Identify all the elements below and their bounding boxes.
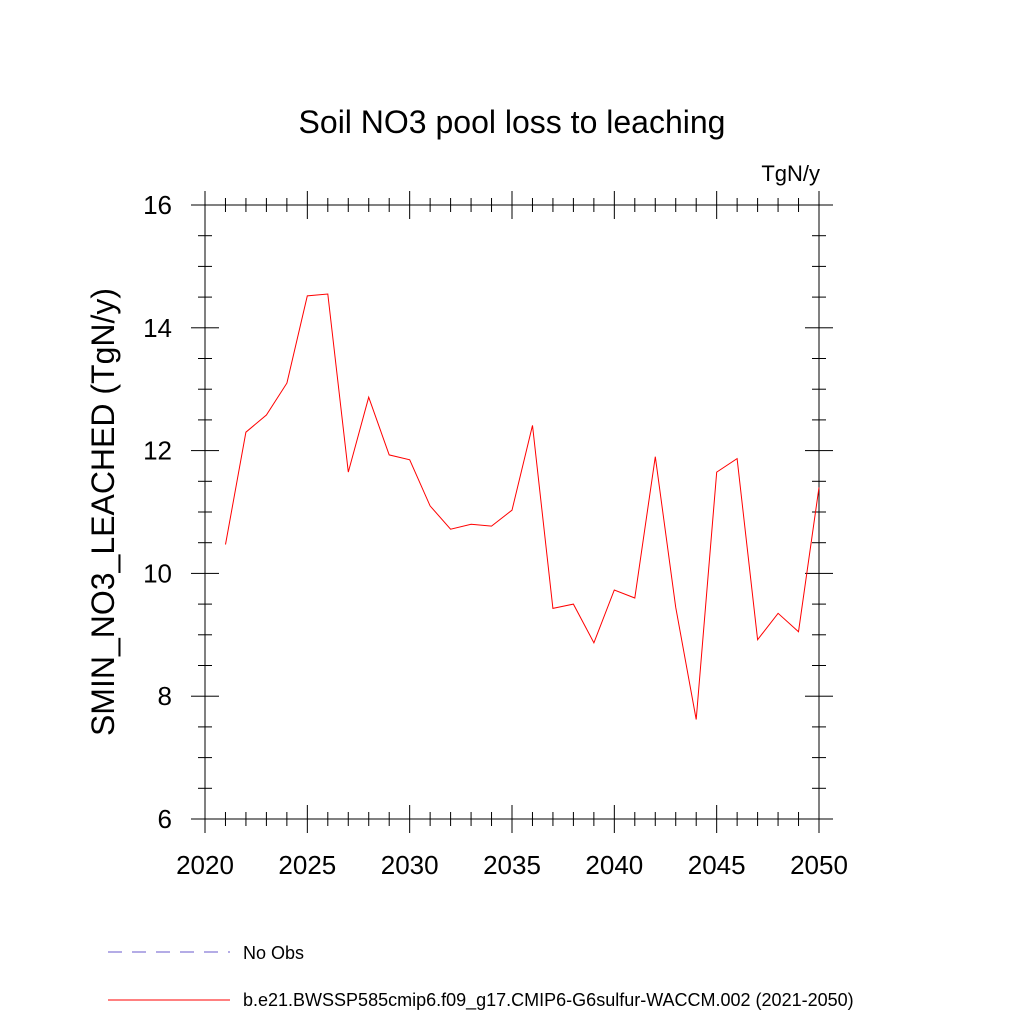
units-label: TgN/y — [761, 161, 820, 186]
x-tick-labels: 2020 2025 2030 2035 2040 2045 2050 — [176, 850, 848, 880]
y-tick-label: 12 — [143, 436, 172, 466]
x-tick-label: 2040 — [585, 850, 643, 880]
y-tick-label: 8 — [158, 681, 172, 711]
plot-frame — [204, 204, 820, 820]
x-tick-label: 2020 — [176, 850, 234, 880]
y-axis-label: SMIN_NO3_LEACHED (TgN/y) — [85, 288, 121, 736]
chart-title: Soil NO3 pool loss to leaching — [299, 104, 726, 140]
x-tick-label: 2035 — [483, 850, 541, 880]
legend-label-model: b.e21.BWSSP585cmip6.f09_g17.CMIP6-G6sulf… — [243, 990, 854, 1011]
y-tick-labels: 6 8 10 12 14 16 — [143, 190, 172, 834]
y-tick-label: 16 — [143, 190, 172, 220]
x-tick-label: 2030 — [381, 850, 439, 880]
x-tick-label: 2025 — [278, 850, 336, 880]
x-tick-label: 2050 — [790, 850, 848, 880]
x-tick-label: 2045 — [688, 850, 746, 880]
axis-ticks — [191, 191, 833, 833]
series-line — [225, 293, 820, 720]
y-tick-label: 10 — [143, 558, 172, 588]
y-tick-label: 14 — [143, 313, 172, 343]
legend-label-no-obs: No Obs — [243, 943, 304, 963]
legend: No Obs b.e21.BWSSP585cmip6.f09_g17.CMIP6… — [108, 943, 854, 1011]
y-tick-label: 6 — [158, 804, 172, 834]
